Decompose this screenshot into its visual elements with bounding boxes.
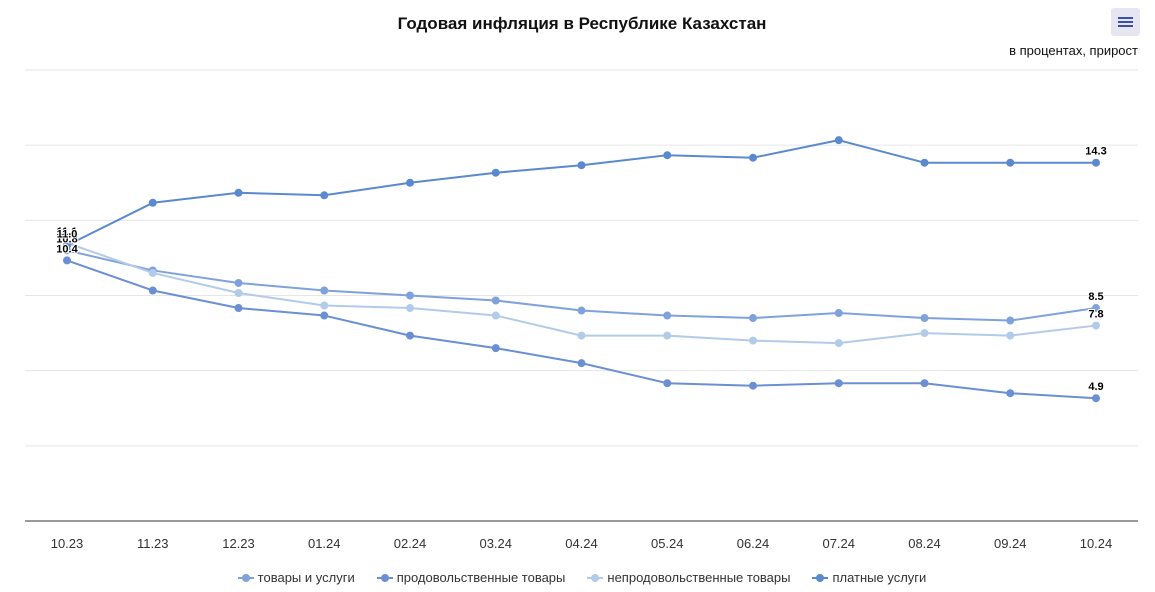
- data-label: 10.8: [56, 233, 77, 245]
- data-point[interactable]: [834, 379, 843, 388]
- x-tick-label: 10.24: [1080, 536, 1113, 551]
- data-point[interactable]: [406, 178, 414, 187]
- data-label: 4.9: [1088, 381, 1103, 393]
- hamburger-menu-icon[interactable]: [1111, 8, 1140, 36]
- data-point[interactable]: [663, 151, 672, 160]
- data-point[interactable]: [491, 344, 500, 353]
- data-point[interactable]: [577, 359, 586, 368]
- legend-label: непродовольственные товары: [607, 570, 791, 585]
- data-label: 11.0: [57, 228, 78, 240]
- data-point[interactable]: [234, 278, 243, 287]
- data-point[interactable]: [920, 329, 929, 338]
- legend-item[interactable]: продовольственные товары: [376, 570, 566, 585]
- data-point[interactable]: [320, 286, 329, 295]
- x-tick-label: 12.23: [222, 536, 255, 551]
- series-0: [63, 246, 1100, 325]
- data-label: 10.4: [56, 243, 78, 255]
- x-tick-label: 07.24: [822, 536, 855, 551]
- x-tick-label: 02.24: [394, 536, 427, 551]
- data-point[interactable]: [1092, 321, 1100, 330]
- x-tick-label: 11.23: [137, 536, 169, 551]
- data-point[interactable]: [1006, 316, 1015, 325]
- series-line: [66, 241, 1097, 345]
- x-tick-label: 09.24: [994, 536, 1027, 551]
- data-point[interactable]: [1006, 158, 1015, 167]
- data-point[interactable]: [234, 288, 243, 297]
- line-chart: 10.23 11.23 12.23 01.24 02.24 03.24 04.24 05.24…: [25, 69, 1138, 551]
- data-point[interactable]: [148, 268, 157, 277]
- x-tick-label: 06.24: [737, 536, 770, 551]
- legend-marker-icon: [237, 573, 254, 583]
- data-point[interactable]: [920, 158, 929, 167]
- data-point[interactable]: [749, 381, 757, 390]
- data-point[interactable]: [63, 256, 71, 265]
- data-point[interactable]: [749, 153, 757, 162]
- data-point[interactable]: [320, 311, 329, 320]
- data-point[interactable]: [663, 379, 672, 388]
- data-point[interactable]: [320, 301, 329, 310]
- legend-item[interactable]: непродовольственные товары: [587, 570, 790, 585]
- chart-legend: товары и услуги продовольственные товары н…: [0, 570, 1155, 585]
- legend-label: продовольственные товары: [396, 570, 566, 585]
- data-point[interactable]: [749, 336, 757, 345]
- x-tick-label: 10.23: [51, 536, 84, 551]
- data-point[interactable]: [577, 331, 586, 340]
- data-point[interactable]: [834, 309, 843, 318]
- data-label: 8.5: [1088, 291, 1103, 303]
- data-label: 7.8: [1088, 309, 1103, 321]
- data-point[interactable]: [491, 168, 500, 177]
- legend-marker-icon: [376, 573, 393, 583]
- data-point[interactable]: [1006, 389, 1015, 398]
- data-point[interactable]: [577, 306, 586, 315]
- data-point[interactable]: [920, 314, 929, 323]
- legend-label: платные услуги: [832, 570, 927, 585]
- data-point[interactable]: [406, 331, 414, 340]
- data-point[interactable]: [663, 311, 672, 320]
- legend-marker-icon: [587, 573, 604, 583]
- data-point[interactable]: [234, 304, 243, 313]
- data-point[interactable]: [491, 296, 500, 305]
- data-point[interactable]: [1006, 331, 1015, 340]
- data-point[interactable]: [1092, 304, 1100, 313]
- data-point[interactable]: [63, 241, 71, 250]
- data-point[interactable]: [1092, 394, 1100, 403]
- data-label: 11.1: [57, 226, 78, 238]
- data-point[interactable]: [749, 314, 757, 323]
- x-tick-label: 05.24: [651, 536, 684, 551]
- data-point[interactable]: [320, 191, 329, 200]
- x-tick-label: 01.24: [308, 536, 341, 551]
- x-tick-label: 04.24: [565, 536, 598, 551]
- x-tick-label: 03.24: [479, 536, 512, 551]
- data-point[interactable]: [234, 188, 243, 197]
- data-point[interactable]: [834, 136, 843, 145]
- data-point[interactable]: [834, 339, 843, 348]
- data-point[interactable]: [148, 286, 157, 295]
- data-point[interactable]: [406, 291, 414, 300]
- x-tick-label: 08.24: [908, 536, 941, 551]
- series-1: [63, 256, 1100, 403]
- series-line: [66, 139, 1096, 247]
- data-point[interactable]: [577, 161, 586, 170]
- data-point[interactable]: [920, 379, 929, 388]
- data-point[interactable]: [491, 311, 500, 320]
- data-point[interactable]: [1092, 158, 1100, 167]
- data-point[interactable]: [406, 304, 414, 313]
- series-2: [63, 238, 1100, 348]
- legend-item[interactable]: товары и услуги: [237, 570, 355, 585]
- series-3: [63, 136, 1100, 250]
- data-point[interactable]: [148, 198, 157, 207]
- data-label: 14.3: [1085, 146, 1106, 158]
- data-point[interactable]: [663, 331, 672, 340]
- legend-item[interactable]: платные услуги: [812, 570, 926, 585]
- chart-subtitle: в процентах, прирост: [1009, 43, 1138, 58]
- legend-marker-icon: [812, 573, 829, 583]
- legend-label: товары и услуги: [257, 570, 355, 585]
- chart-title: Годовая инфляция в Республике Казахстан: [397, 14, 767, 33]
